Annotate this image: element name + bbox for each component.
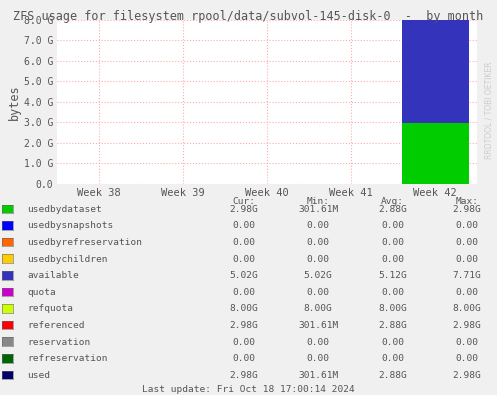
Text: 8.00G: 8.00G [453,305,482,313]
Text: 5.02G: 5.02G [229,271,258,280]
Text: 301.61M: 301.61M [298,321,338,330]
Text: 0.00: 0.00 [381,338,404,346]
Text: Min:: Min: [307,198,330,207]
Text: 0.00: 0.00 [232,354,255,363]
Text: usedbychildren: usedbychildren [27,255,108,263]
Bar [402,20,469,122]
Text: 0.00: 0.00 [232,222,255,230]
Text: 2.98G: 2.98G [453,371,482,380]
Text: 0.00: 0.00 [381,288,404,297]
Text: 301.61M: 301.61M [298,205,338,214]
Text: 0.00: 0.00 [232,255,255,263]
Text: 0.00: 0.00 [232,238,255,247]
Text: 0.00: 0.00 [381,222,404,230]
Text: Cur:: Cur: [232,198,255,207]
Text: 0.00: 0.00 [232,288,255,297]
Text: 0.00: 0.00 [456,222,479,230]
Text: 0.00: 0.00 [456,238,479,247]
Text: 0.00: 0.00 [381,238,404,247]
Text: 301.61M: 301.61M [298,371,338,380]
Text: 2.98G: 2.98G [229,371,258,380]
Text: referenced: referenced [27,321,85,330]
Text: 0.00: 0.00 [307,354,330,363]
Text: 0.00: 0.00 [307,255,330,263]
Text: 2.88G: 2.88G [378,371,407,380]
Text: usedbysnapshots: usedbysnapshots [27,222,114,230]
Text: used: used [27,371,50,380]
Text: quota: quota [27,288,56,297]
Bar [402,18,469,20]
Text: Avg:: Avg: [381,198,404,207]
Text: 0.00: 0.00 [232,338,255,346]
Text: reservation: reservation [27,338,90,346]
Text: 7.71G: 7.71G [453,271,482,280]
Text: 0.00: 0.00 [456,338,479,346]
Text: 0.00: 0.00 [456,288,479,297]
Text: 0.00: 0.00 [456,255,479,263]
Text: usedbyrefreservation: usedbyrefreservation [27,238,142,247]
Text: 8.00G: 8.00G [304,305,332,313]
Text: Max:: Max: [456,198,479,207]
Text: available: available [27,271,79,280]
Text: 0.00: 0.00 [307,238,330,247]
Text: 0.00: 0.00 [307,288,330,297]
Text: 0.00: 0.00 [456,354,479,363]
Text: RRDTOOL / TOBI OETIKER: RRDTOOL / TOBI OETIKER [485,62,494,159]
Y-axis label: bytes: bytes [8,84,21,120]
Text: 2.98G: 2.98G [229,321,258,330]
Bar [402,122,469,184]
Text: 5.12G: 5.12G [378,271,407,280]
Text: refquota: refquota [27,305,74,313]
Text: usedbydataset: usedbydataset [27,205,102,214]
Text: 2.98G: 2.98G [229,205,258,214]
Text: Last update: Fri Oct 18 17:00:14 2024: Last update: Fri Oct 18 17:00:14 2024 [142,385,355,394]
Text: ZFS usage for filesystem rpool/data/subvol-145-disk-0  -  by month: ZFS usage for filesystem rpool/data/subv… [13,10,484,23]
Text: 0.00: 0.00 [381,255,404,263]
Text: 2.98G: 2.98G [453,321,482,330]
Text: 2.98G: 2.98G [453,205,482,214]
Text: refreservation: refreservation [27,354,108,363]
Text: 8.00G: 8.00G [378,305,407,313]
Text: 0.00: 0.00 [381,354,404,363]
Text: 2.88G: 2.88G [378,321,407,330]
Text: 5.02G: 5.02G [304,271,332,280]
Text: 2.88G: 2.88G [378,205,407,214]
Text: 8.00G: 8.00G [229,305,258,313]
Text: 0.00: 0.00 [307,338,330,346]
Text: 0.00: 0.00 [307,222,330,230]
